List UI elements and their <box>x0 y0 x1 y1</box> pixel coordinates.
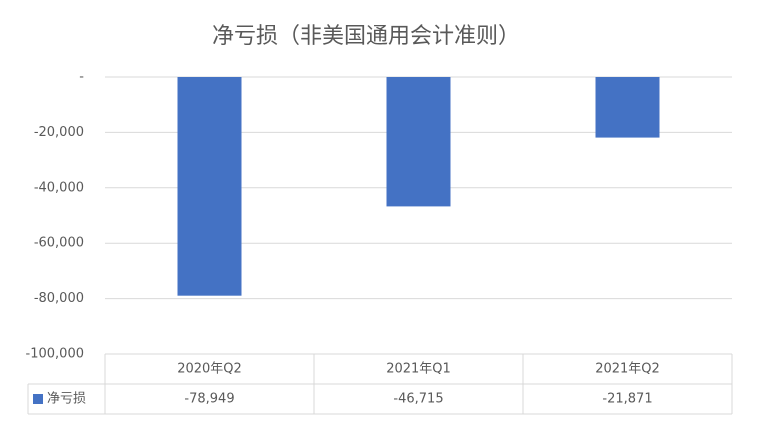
data-table-value: -21,871 <box>602 392 652 407</box>
y-tick-label: -40,000 <box>34 180 84 195</box>
chart-title: 净亏损（非美国通用会计准则） <box>212 24 520 49</box>
x-tick-label: 2021年Q2 <box>595 362 660 377</box>
y-tick-label: -20,000 <box>34 125 84 140</box>
legend-label: 净亏损 <box>47 392 86 407</box>
y-tick-label: -100,000 <box>26 347 84 362</box>
data-table-value: -46,715 <box>393 392 443 407</box>
bar <box>386 77 451 207</box>
bar <box>595 77 660 138</box>
x-tick-label: 2021年Q1 <box>386 362 451 377</box>
legend-swatch <box>33 394 43 404</box>
y-tick-label: -60,000 <box>34 236 84 251</box>
y-tick-label: -80,000 <box>34 291 84 306</box>
bar <box>177 77 242 296</box>
x-tick-label: 2020年Q2 <box>177 362 242 377</box>
y-tick-label: - <box>79 70 84 85</box>
data-table-value: -78,949 <box>184 392 234 407</box>
